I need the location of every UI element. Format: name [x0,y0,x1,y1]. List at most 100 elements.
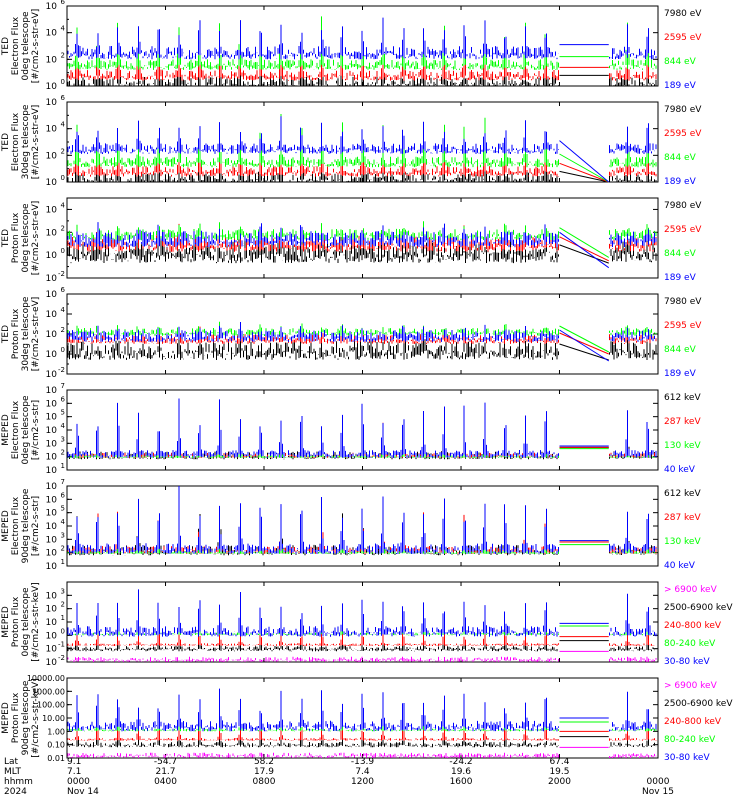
y-axis-label-line: TED [1,133,11,152]
y-tick-label: 10.00 [42,714,65,723]
gap-connector [559,325,609,353]
y-tick-exponent: 2 [61,147,65,155]
legend-entry: > 6900 keV [664,585,718,595]
gap-connector [559,170,609,183]
y-tick-exponent: 4 [61,201,66,209]
y-tick-exponent: 3 [61,531,65,539]
y-axis-label-line: [#/cm2-s-str] [31,496,41,556]
x-axis-mlt-value: 19.6 [451,767,471,777]
y-tick-label: 1000.00 [32,687,65,696]
y-tick-exponent: 7 [61,478,65,486]
y-tick-label: 10 [46,151,58,161]
y-tick-label: 10 [46,426,58,436]
y-axis-label-line: TED [1,325,11,344]
y-axis-label-line: 90deg telescope [21,680,31,755]
y-tick-label: 10 [46,55,58,65]
series-red-trace [67,127,657,177]
y-tick-label: 10 [46,310,58,320]
y-axis-label-line: [#/cm2-s-str-eV] [31,105,41,180]
x-axis-lat-value: 9.1 [67,757,81,767]
series-blue-trace [67,398,657,458]
y-tick-label: 10 [46,605,58,615]
legend-entry: 844 eV [664,153,697,163]
legend-entry: > 6900 keV [664,681,718,691]
y-tick-exponent: 0 [61,346,65,354]
y-axis-label: TED Proton Flux 30deg telescope [#/cm2-s-st… [1,296,41,371]
y-axis-label-line: [#/cm2-s-str-eV] [31,297,41,372]
y-tick-exponent: 1 [61,558,65,566]
y-tick-label: 10 [46,631,58,641]
y-tick-label: 10 [46,386,58,396]
y-tick-label: 10 [46,453,58,463]
x-axis-date-value: Nov 14 [67,787,99,797]
y-axis-label-line: Proton Flux [11,212,21,263]
legend-entry: 7980 eV [664,201,702,211]
y-tick-label: 10 [46,535,58,545]
y-axis-label: MEPED Electron Flux 90deg telescope [#/cm2-… [1,488,41,563]
x-axis-row-label: hhmm [4,777,33,787]
x-axis-row-label: MLT [4,767,22,777]
y-axis-label-line: TED [1,229,11,248]
x-axis-hhmm-value: 0800 [253,777,276,787]
y-tick-label: 10 [46,350,58,360]
legend-entry: 7980 eV [664,105,702,115]
y-tick-exponent: 3 [61,435,65,443]
x-axis-hhmm-value: 1600 [450,777,473,787]
legend-entry: 130 keV [664,441,701,451]
legend-entry: 7980 eV [664,9,702,19]
y-tick-label: 10 [46,562,58,572]
series-blue-trace [67,116,657,154]
y-tick-label: 10 [46,370,58,380]
y-tick-exponent: 5 [61,505,65,513]
x-axis-mlt-value: 17.9 [254,767,274,777]
legend-entry: 240-800 keV [664,621,722,631]
gap-connector [559,236,609,262]
y-tick-label: 10 [46,466,58,476]
y-tick-exponent: 6 [61,491,66,499]
y-tick-exponent: -1 [58,641,65,649]
y-tick-exponent: 4 [61,518,66,526]
y-tick-label: 10 [46,522,58,532]
y-axis-label: MEPED Proton Flux 90deg telescope [#/cm2-s-… [1,678,41,757]
y-tick-label: 10 [46,413,58,423]
legend-entry: 287 keV [664,513,701,523]
y-tick-exponent: -2 [58,366,65,374]
y-axis-label-line: Proton Flux [11,596,21,647]
legend-entry: 40 keV [664,561,696,571]
y-axis-label-line: Electron Flux [11,400,21,459]
x-axis-mlt-value: 21.7 [155,767,175,777]
legend-entry: 189 eV [664,273,697,283]
y-axis-label: TED Electron Flux 30deg telescope [#/cm2-s-… [1,104,41,179]
legend-entry: 80-240 keV [664,735,716,745]
y-tick-exponent: 4 [61,306,66,314]
series-red-trace [67,31,657,81]
y-tick-exponent: 2 [61,449,65,457]
series-blue-trace [67,322,657,342]
series-green-trace [67,16,657,70]
legend-entry: 844 eV [664,345,697,355]
y-tick-label: 10 [46,549,58,559]
x-axis-hhmm-value: 2000 [548,777,571,787]
legend-entry: 189 eV [664,81,697,91]
y-tick-label: 10 [46,125,58,135]
series-green-trace [67,114,657,168]
legend-entry: 7980 eV [664,297,702,307]
panel-8: 0.010.101.0010.00100.001000.0010000.00ME… [1,674,733,763]
series-red-trace [67,626,655,646]
x-axis-hhmm-value: 0400 [154,777,177,787]
y-tick-exponent: 2 [61,224,65,232]
gap-connector [559,329,610,362]
x-axis-row-label: Lat [4,757,19,767]
y-tick-label: 10 [46,274,58,284]
y-tick-label: 10 [46,439,58,449]
legend-entry: 612 keV [664,393,701,403]
y-axis-label-line: Proton Flux [11,692,21,743]
y-tick-label: 10 [46,495,58,505]
legend-entry: 844 eV [664,57,697,67]
